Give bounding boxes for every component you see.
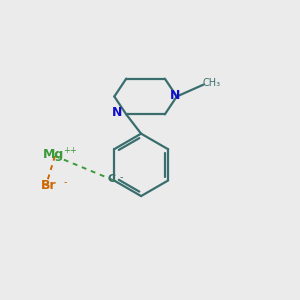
Text: -: - — [64, 177, 67, 187]
Text: C: C — [107, 174, 115, 184]
Text: N: N — [170, 88, 181, 101]
Text: -: - — [120, 172, 123, 182]
Text: Br: Br — [41, 179, 57, 192]
Text: N: N — [112, 106, 122, 119]
Text: Mg: Mg — [43, 148, 64, 161]
Text: CH₃: CH₃ — [203, 78, 221, 88]
Text: ++: ++ — [64, 146, 77, 155]
